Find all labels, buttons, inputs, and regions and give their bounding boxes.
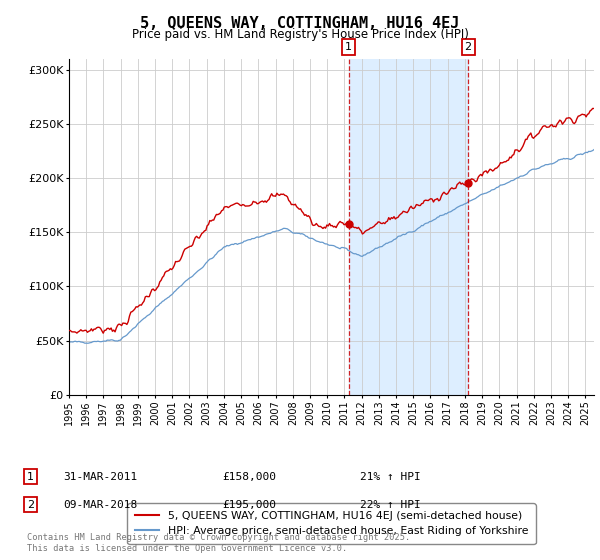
Text: 2: 2 xyxy=(464,42,472,52)
Legend: 5, QUEENS WAY, COTTINGHAM, HU16 4EJ (semi-detached house), HPI: Average price, s: 5, QUEENS WAY, COTTINGHAM, HU16 4EJ (sem… xyxy=(127,503,536,544)
Text: Price paid vs. HM Land Registry's House Price Index (HPI): Price paid vs. HM Land Registry's House … xyxy=(131,28,469,41)
Text: £195,000: £195,000 xyxy=(222,500,276,510)
Text: 31-MAR-2011: 31-MAR-2011 xyxy=(63,472,137,482)
Text: Contains HM Land Registry data © Crown copyright and database right 2025.
This d: Contains HM Land Registry data © Crown c… xyxy=(27,533,410,553)
Text: £158,000: £158,000 xyxy=(222,472,276,482)
Text: 09-MAR-2018: 09-MAR-2018 xyxy=(63,500,137,510)
Text: 2: 2 xyxy=(27,500,34,510)
Text: 1: 1 xyxy=(27,472,34,482)
Text: 21% ↑ HPI: 21% ↑ HPI xyxy=(360,472,421,482)
Text: 22% ↑ HPI: 22% ↑ HPI xyxy=(360,500,421,510)
Text: 5, QUEENS WAY, COTTINGHAM, HU16 4EJ: 5, QUEENS WAY, COTTINGHAM, HU16 4EJ xyxy=(140,16,460,31)
Text: 1: 1 xyxy=(345,42,352,52)
Bar xyxy=(349,59,468,395)
